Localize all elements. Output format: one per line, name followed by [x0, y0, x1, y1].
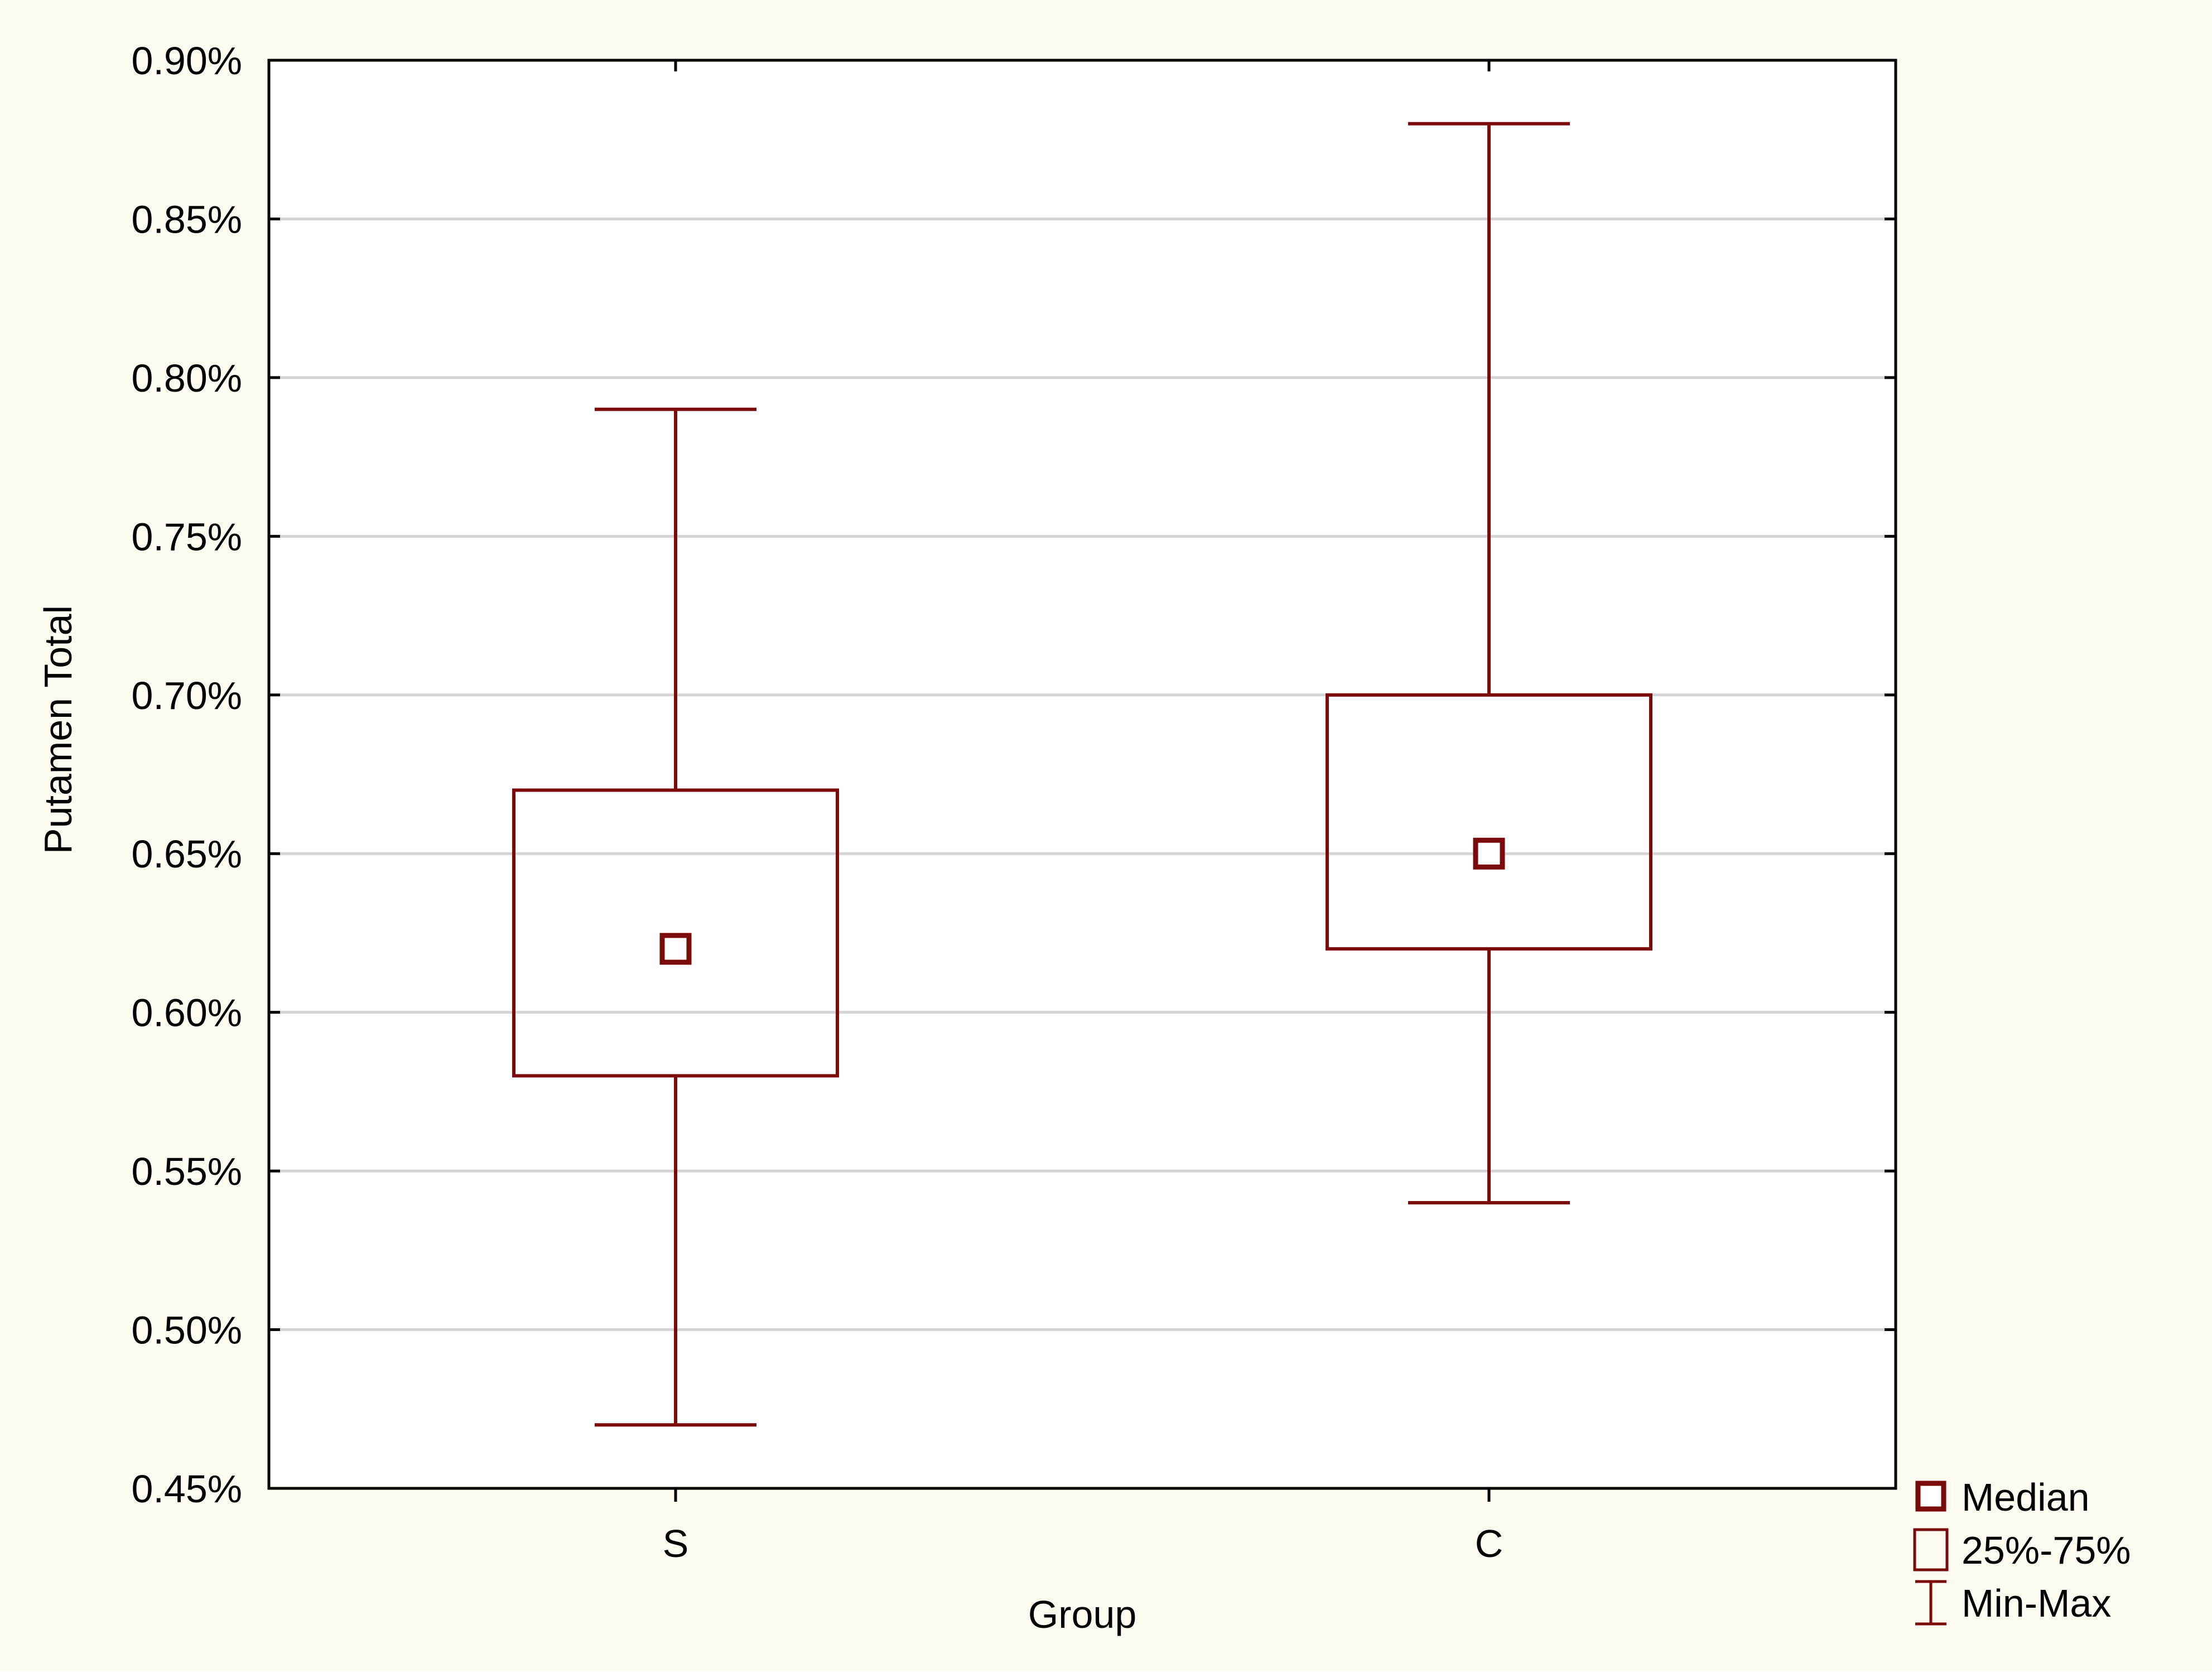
box-S	[512, 407, 839, 1427]
plot-frame	[267, 59, 1897, 1490]
legend: Median 25%-75% Min-Max	[1913, 1476, 2131, 1626]
median-marker	[1473, 837, 1505, 870]
y-axis: 0.45% 0.50% 0.55% 0.60% 0.65% 0.70% 0.75% 0.80%…	[132, 39, 1896, 1511]
y-tick-label: 0.65%	[132, 832, 242, 876]
legend-box-swatch	[1913, 1528, 1949, 1571]
x-tick-label: C	[1475, 1522, 1503, 1565]
x-tick-label: S	[663, 1522, 689, 1565]
y-tick-label: 0.55%	[132, 1150, 242, 1193]
y-tick-label: 0.50%	[132, 1309, 242, 1352]
y-axis-label: Putamen Total	[36, 605, 80, 854]
y-tick-label: 0.60%	[132, 991, 242, 1035]
y-tick-label: 0.80%	[132, 356, 242, 400]
y-tick-label: 0.75%	[132, 515, 242, 558]
legend-label: Median	[1962, 1476, 2090, 1519]
y-tick-label: 0.90%	[132, 39, 242, 83]
x-axis-label: Group	[1028, 1593, 1137, 1636]
y-tick-label: 0.85%	[132, 197, 242, 241]
median-marker	[659, 933, 692, 965]
iqr-box	[1326, 693, 1652, 951]
legend-label: 25%-75%	[1962, 1529, 2131, 1572]
gridlines	[269, 217, 1896, 1332]
legend-item-box: 25%-75%	[1913, 1528, 2131, 1572]
box-C	[1326, 122, 1652, 1204]
boxplot-series	[512, 122, 1652, 1427]
iqr-box	[512, 788, 839, 1078]
plot-area	[269, 60, 1896, 1488]
legend-median-swatch	[1915, 1481, 1946, 1512]
y-tick-label: 0.70%	[132, 674, 242, 717]
legend-label: Min-Max	[1962, 1582, 2111, 1625]
y-tick-label: 0.45%	[132, 1467, 242, 1511]
legend-item-whisker: Min-Max	[1915, 1580, 2111, 1626]
legend-item-median: Median	[1915, 1476, 2090, 1519]
